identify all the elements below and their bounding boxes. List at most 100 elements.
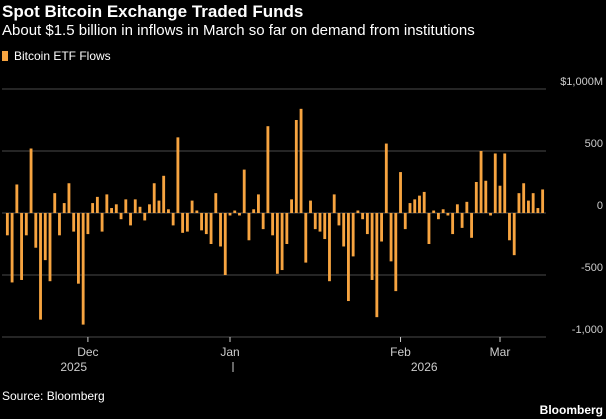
- bar: [356, 210, 360, 213]
- bar: [399, 172, 402, 213]
- bar: [418, 195, 421, 213]
- bar: [361, 213, 365, 220]
- bar: [29, 148, 33, 213]
- chart-title: Spot Bitcoin Exchange Traded Funds: [2, 2, 304, 21]
- bar: [91, 203, 95, 213]
- bar: [271, 213, 275, 236]
- bar: [337, 213, 341, 226]
- bar: [304, 213, 308, 263]
- bar: [294, 120, 298, 213]
- x-tick-label: Dec: [77, 345, 98, 359]
- bar: [508, 213, 511, 241]
- bar: [484, 180, 488, 213]
- bar: [162, 175, 166, 213]
- x-tick-label: Mar: [490, 345, 511, 359]
- bar: [474, 182, 478, 213]
- bar: [527, 200, 530, 213]
- bar: [157, 200, 161, 213]
- legend-swatch: [2, 51, 8, 61]
- bar: [148, 204, 151, 213]
- bar: [190, 200, 194, 213]
- bar: [233, 210, 237, 213]
- bar: [119, 213, 123, 220]
- bar: [195, 210, 199, 213]
- bar: [252, 209, 256, 213]
- bar: [34, 213, 38, 248]
- bloomberg-logo: Bloomberg: [539, 403, 603, 417]
- source-note: Source: Bloomberg: [2, 389, 105, 403]
- bar: [536, 208, 540, 213]
- bar: [171, 213, 175, 226]
- bar: [470, 213, 473, 238]
- bar: [81, 213, 85, 325]
- bar: [365, 213, 369, 235]
- bar: [441, 209, 445, 213]
- bar: [427, 213, 431, 244]
- bar: [77, 213, 80, 284]
- bar: [347, 213, 350, 302]
- bar: [5, 213, 9, 236]
- bar: [498, 185, 502, 213]
- bar: [138, 206, 142, 213]
- bar: [432, 210, 436, 213]
- bar: [39, 213, 42, 320]
- bar: [290, 199, 293, 213]
- bar: [204, 213, 208, 235]
- bar: [375, 213, 379, 318]
- bar: [129, 213, 132, 226]
- year-label: 2025: [60, 360, 87, 374]
- bar: [219, 213, 222, 247]
- bar: [247, 213, 251, 241]
- bar: [72, 213, 76, 232]
- bar: [503, 153, 507, 213]
- bar: [380, 213, 383, 242]
- x-tick-label: Feb: [390, 345, 411, 359]
- year-label: 2026: [411, 360, 438, 374]
- bar: [422, 191, 426, 213]
- chart-legend: Bitcoin ETF Flows: [2, 49, 111, 63]
- bar: [370, 213, 374, 280]
- bar: [493, 153, 497, 213]
- bar: [100, 213, 104, 232]
- bar: [20, 213, 23, 280]
- bar: [24, 213, 28, 236]
- bar: [522, 183, 526, 213]
- bar: [531, 193, 535, 213]
- bar: [67, 183, 71, 213]
- bar: [328, 213, 331, 282]
- bar: [512, 213, 516, 256]
- bar: [200, 213, 203, 231]
- bar: [176, 137, 180, 213]
- bar: [460, 213, 464, 228]
- y-tick-label: 0: [597, 200, 603, 212]
- bar: [437, 213, 440, 220]
- bar: [152, 183, 156, 213]
- bar: [261, 213, 265, 230]
- bar: [489, 213, 492, 216]
- bar: [285, 213, 289, 244]
- bar: [323, 213, 327, 240]
- bar: [517, 193, 521, 213]
- bar: [280, 213, 284, 271]
- bar: [242, 169, 246, 213]
- y-tick-label: -1,000: [572, 324, 603, 336]
- bar: [351, 213, 355, 257]
- bar: [257, 194, 260, 213]
- y-tick-label: -500: [581, 262, 603, 274]
- bar: [384, 143, 388, 213]
- y-tick-label: $1,000M: [560, 76, 603, 88]
- bar: [342, 213, 346, 247]
- bar: [114, 204, 118, 213]
- bar: [181, 213, 185, 233]
- bar: [143, 213, 147, 221]
- bar: [15, 184, 19, 213]
- bar: [541, 189, 545, 213]
- bar: [10, 213, 14, 283]
- bar: [465, 201, 469, 213]
- bar: [479, 151, 483, 213]
- bar: [309, 200, 312, 213]
- y-tick-label: 500: [585, 138, 603, 150]
- bar: [299, 108, 303, 213]
- bar: [266, 126, 270, 213]
